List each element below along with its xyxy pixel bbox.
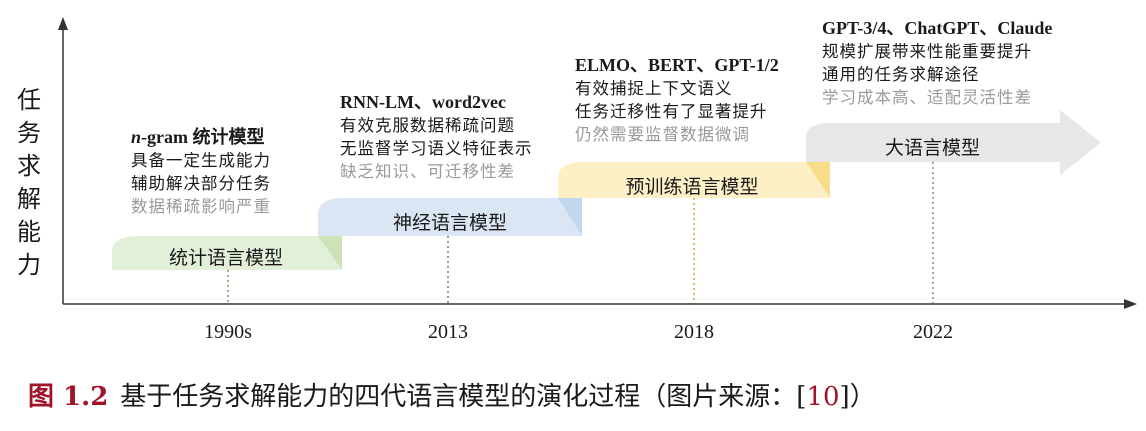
stage-bar-llm — [806, 110, 1101, 175]
stage-label-statistical: 统计语言模型 — [168, 247, 283, 269]
stage-feature: 规模扩展带来性能重要提升 — [822, 42, 1032, 61]
y-axis-label-char: 求 — [17, 152, 41, 180]
y-axis-label-char: 力 — [17, 251, 41, 279]
stage-bar-pretrained — [558, 162, 830, 198]
stage-label-pretrained: 预训练语言模型 — [625, 176, 759, 198]
stage-description-llm: GPT-3/4、ChatGPT、Claude 规模扩展带来性能重要提升 通用的任… — [822, 16, 1052, 109]
caption-text: 基于任务求解能力的四代语言模型的演化过程（图片来源：[ — [120, 382, 807, 412]
stage-heading: ELMO、BERT、GPT-1/2 — [575, 55, 779, 75]
caption-reference: 10 — [806, 382, 840, 412]
stage-heading: GPT-3/4、ChatGPT、Claude — [822, 18, 1053, 38]
y-axis-label-char: 能 — [17, 218, 41, 246]
stage-bar-neural-edge — [558, 198, 582, 236]
stage-feature: 有效克服数据稀疏问题 — [340, 116, 515, 135]
year-2013: 2013 — [428, 321, 468, 343]
x-axis-arrow — [1124, 299, 1137, 309]
stage-bar-statistical-edge — [318, 236, 342, 270]
y-axis-label: 任务求解能力 — [12, 84, 46, 282]
stage-description-neural: RNN-LM、word2vec 有效克服数据稀疏问题 无监督学习语义特征表示 缺… — [340, 90, 533, 183]
stage-limitation: 仍然需要监督数据微调 — [575, 125, 750, 144]
stage-heading: n-gram 统计模型 — [131, 127, 265, 147]
stage-feature: 有效捕捉上下文语义 — [575, 79, 733, 98]
stage-feature: 辅助解决部分任务 — [131, 174, 271, 193]
stage-heading: RNN-LM、word2vec — [340, 92, 506, 112]
stage-bar-neural — [318, 198, 582, 236]
year-2022: 2022 — [913, 321, 953, 343]
stage-limitation: 学习成本高、适配灵活性差 — [822, 88, 1032, 107]
y-axis-label-char: 务 — [17, 119, 41, 147]
stage-label-llm: 大语言模型 — [884, 137, 980, 159]
stage-feature: 任务迁移性有了显著提升 — [575, 102, 768, 121]
stage-limitation: 缺乏知识、可迁移性差 — [340, 162, 515, 181]
year-2018: 2018 — [674, 321, 714, 343]
stage-description-statistical: n-gram 统计模型 具备一定生成能力 辅助解决部分任务 数据稀疏影响严重 — [131, 125, 271, 218]
year-1990s: 1990s — [204, 321, 252, 343]
y-axis-label-char: 任 — [17, 86, 41, 114]
stage-feature: 无监督学习语义特征表示 — [340, 139, 533, 158]
y-axis-label-char: 解 — [17, 185, 41, 213]
y-axis-arrow — [58, 17, 68, 30]
caption-close: ]） — [839, 382, 876, 412]
stage-bar-statistical — [112, 236, 342, 270]
figure-caption: 图 1.2 基于任务求解能力的四代语言模型的演化过程（图片来源：[10]） — [28, 376, 876, 413]
figure-number: 图 1.2 — [28, 382, 109, 412]
stage-label-neural: 神经语言模型 — [392, 212, 507, 234]
stage-limitation: 数据稀疏影响严重 — [131, 197, 271, 216]
stage-feature: 具备一定生成能力 — [131, 151, 271, 170]
stage-feature: 通用的任务求解途径 — [822, 65, 980, 84]
stage-bar-pretrained-edge — [806, 162, 830, 198]
stage-description-pretrained: ELMO、BERT、GPT-1/2 有效捕捉上下文语义 任务迁移性有了显著提升 … — [575, 53, 779, 146]
